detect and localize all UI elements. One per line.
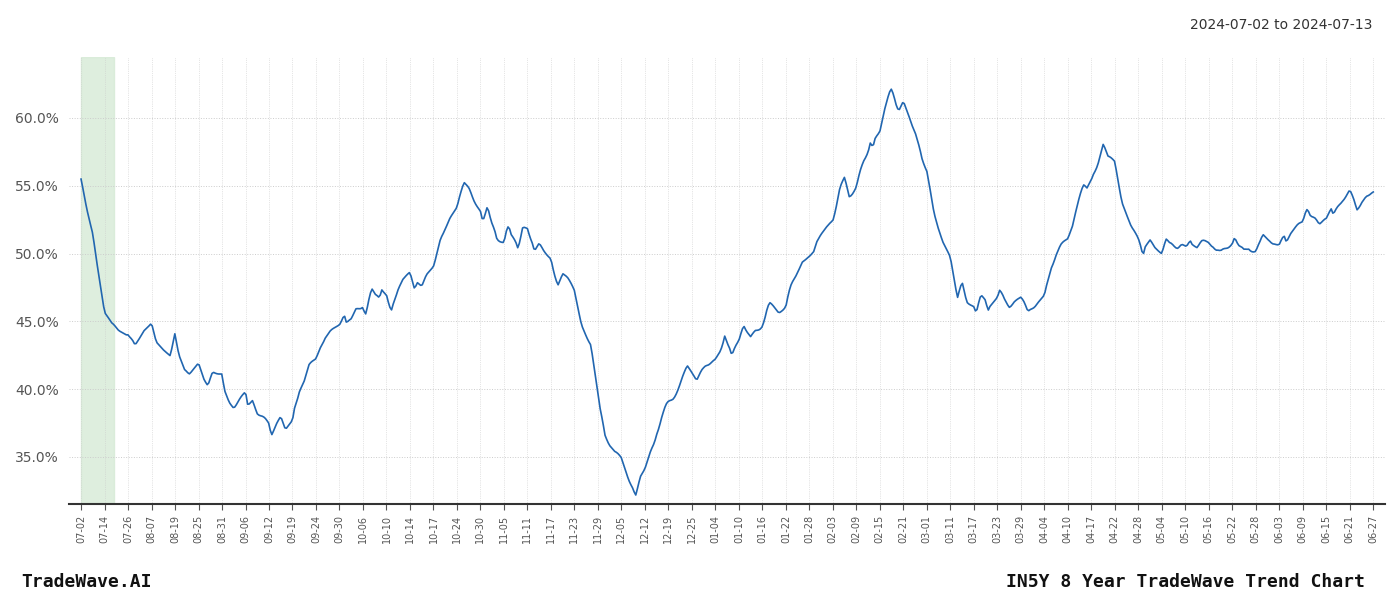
Text: TradeWave.AI: TradeWave.AI	[21, 573, 151, 591]
Text: 2024-07-02 to 2024-07-13: 2024-07-02 to 2024-07-13	[1190, 18, 1372, 32]
Text: IN5Y 8 Year TradeWave Trend Chart: IN5Y 8 Year TradeWave Trend Chart	[1007, 573, 1365, 591]
Bar	[81, 57, 113, 504]
